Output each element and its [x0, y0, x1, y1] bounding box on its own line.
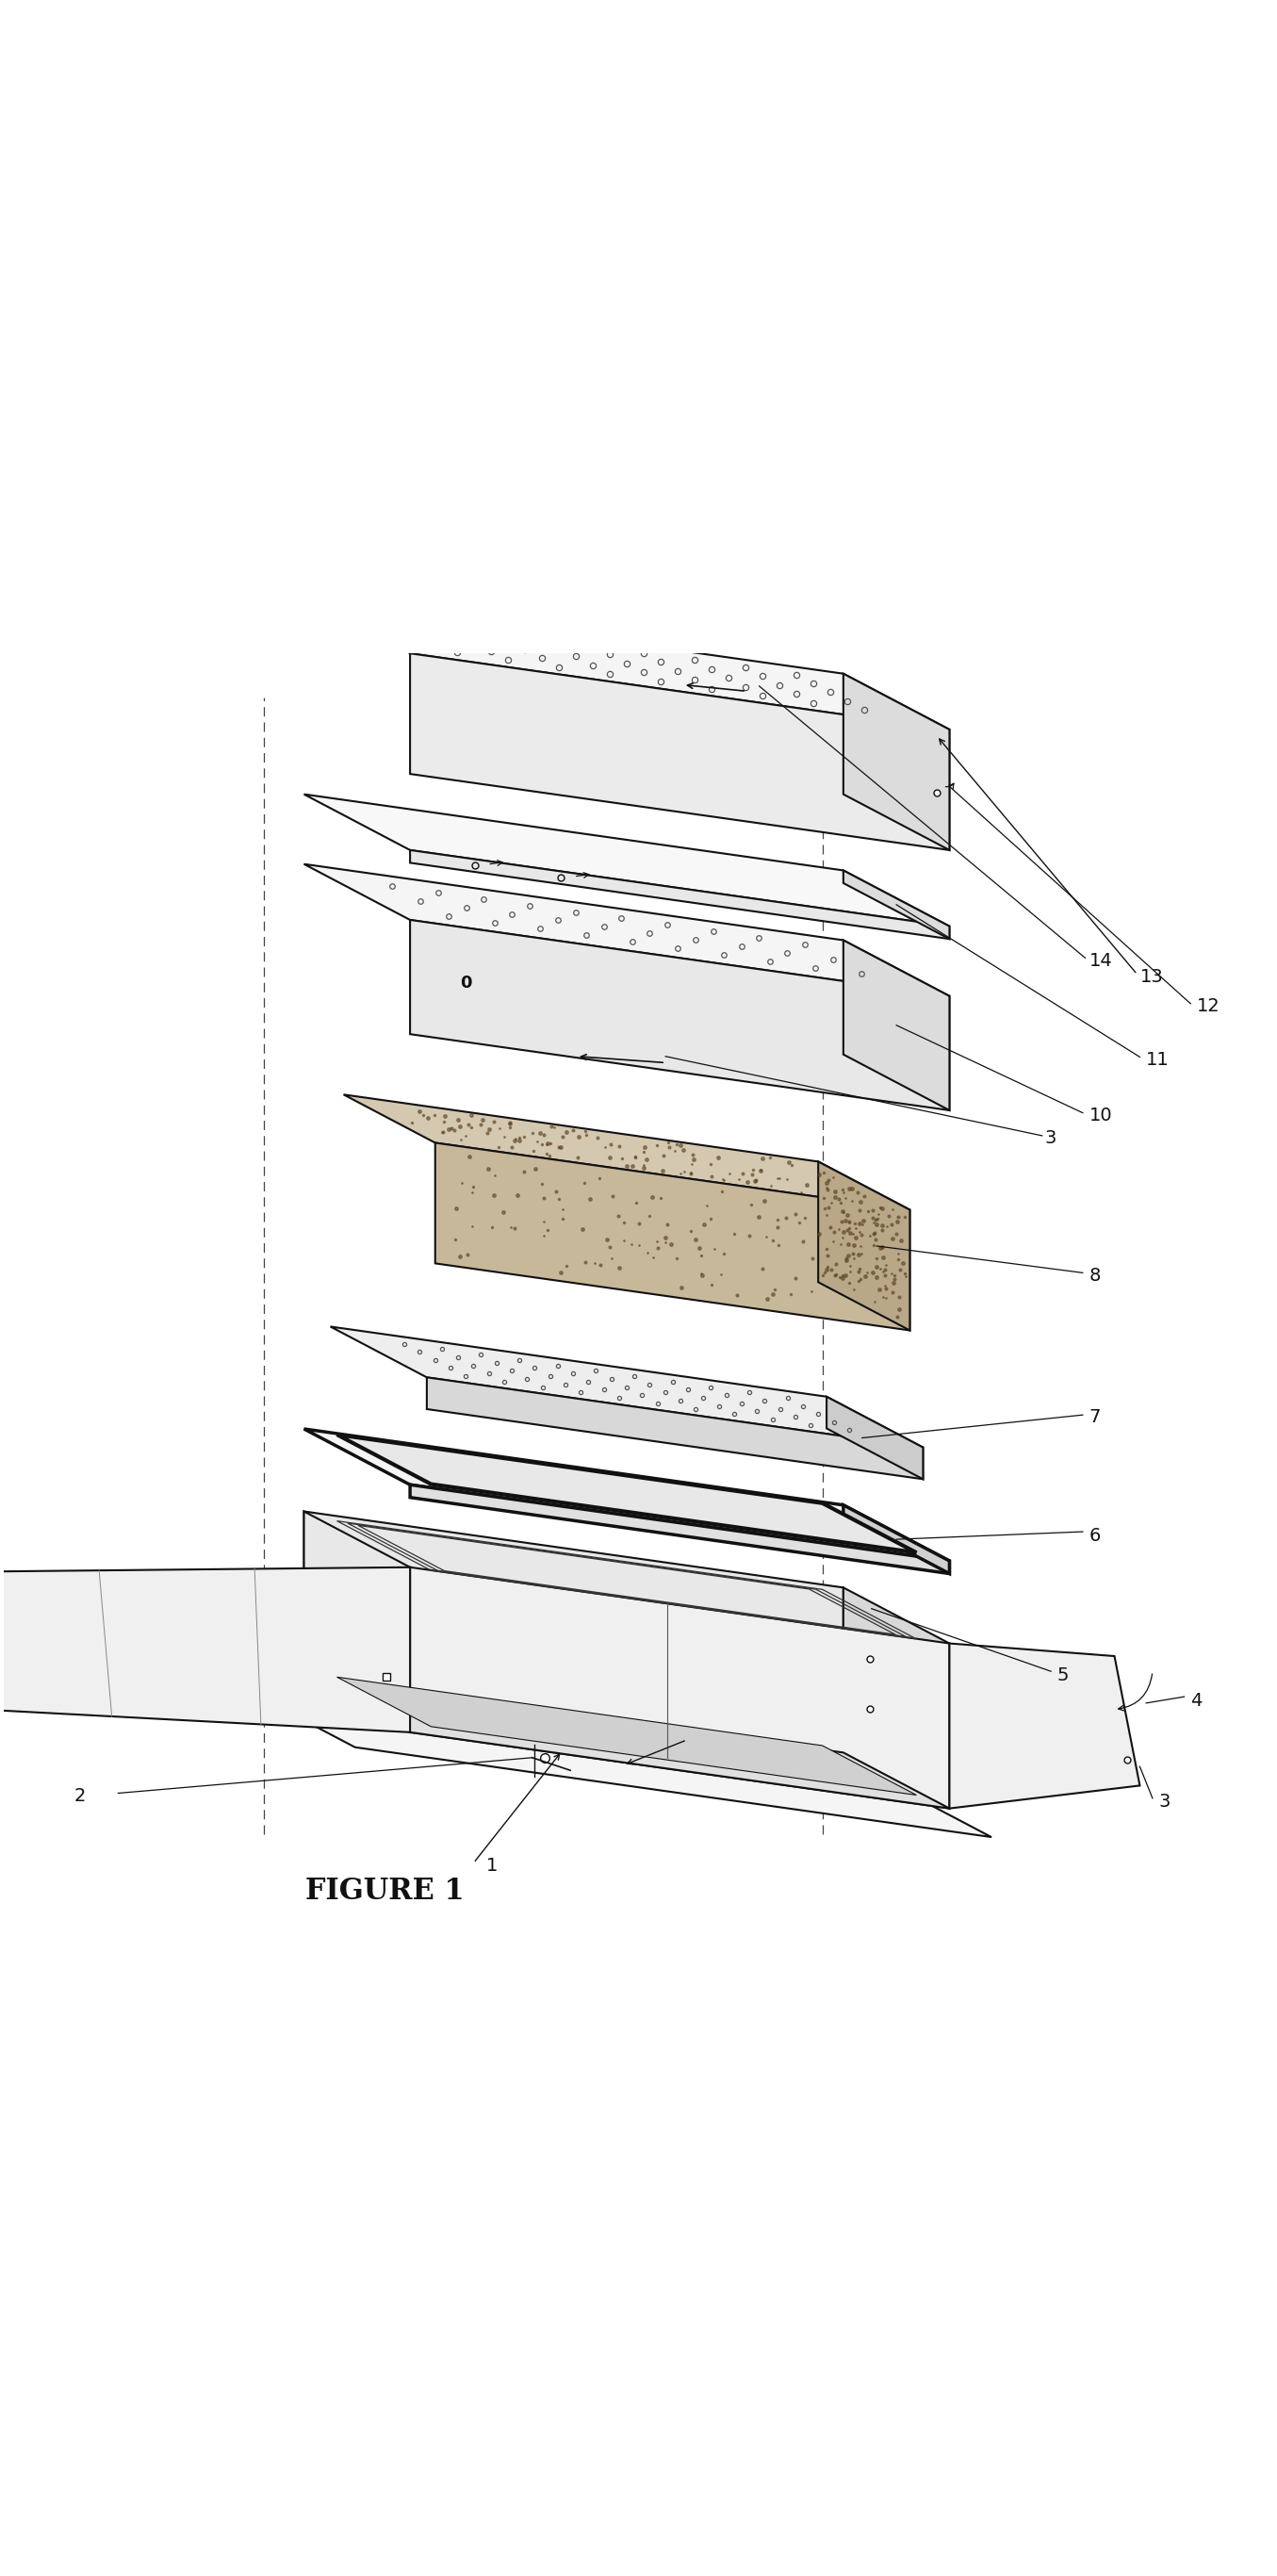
Polygon shape — [410, 920, 949, 1110]
Text: 8: 8 — [1089, 1267, 1101, 1285]
Polygon shape — [843, 1504, 949, 1574]
Text: 13: 13 — [1140, 969, 1163, 987]
Polygon shape — [337, 1677, 917, 1795]
Polygon shape — [843, 675, 949, 850]
Text: 3: 3 — [1045, 1128, 1056, 1146]
Polygon shape — [435, 1144, 909, 1329]
Polygon shape — [949, 1643, 1140, 1808]
Polygon shape — [843, 940, 949, 1110]
Text: 5: 5 — [1057, 1667, 1069, 1685]
Polygon shape — [344, 1095, 909, 1211]
Text: 1: 1 — [487, 1857, 498, 1875]
Polygon shape — [225, 1680, 991, 1837]
Text: 7: 7 — [1089, 1409, 1101, 1427]
Polygon shape — [304, 1512, 843, 1752]
Text: 14: 14 — [1089, 951, 1112, 969]
Polygon shape — [410, 1484, 949, 1574]
Polygon shape — [304, 863, 949, 997]
Text: 11: 11 — [1147, 1051, 1170, 1069]
Polygon shape — [304, 793, 949, 927]
Polygon shape — [304, 598, 949, 729]
Text: 2: 2 — [74, 1788, 86, 1806]
Polygon shape — [427, 1378, 923, 1479]
Polygon shape — [304, 1430, 949, 1561]
Polygon shape — [410, 850, 949, 938]
Polygon shape — [843, 1587, 949, 1808]
Polygon shape — [337, 1435, 917, 1553]
Polygon shape — [826, 1396, 923, 1479]
Polygon shape — [304, 1677, 949, 1808]
Polygon shape — [410, 1566, 949, 1808]
Polygon shape — [331, 1327, 923, 1448]
Text: 10: 10 — [1089, 1108, 1112, 1123]
Text: 0: 0 — [460, 974, 471, 992]
Polygon shape — [0, 1566, 410, 1731]
Text: 4: 4 — [1190, 1692, 1202, 1710]
Text: 3: 3 — [1158, 1793, 1171, 1811]
Polygon shape — [843, 871, 949, 938]
Polygon shape — [304, 1512, 410, 1731]
Text: 12: 12 — [1197, 997, 1221, 1015]
Polygon shape — [410, 654, 949, 850]
Polygon shape — [819, 1162, 909, 1329]
Text: FIGURE 1: FIGURE 1 — [305, 1875, 464, 1906]
Text: 6: 6 — [1089, 1528, 1101, 1546]
